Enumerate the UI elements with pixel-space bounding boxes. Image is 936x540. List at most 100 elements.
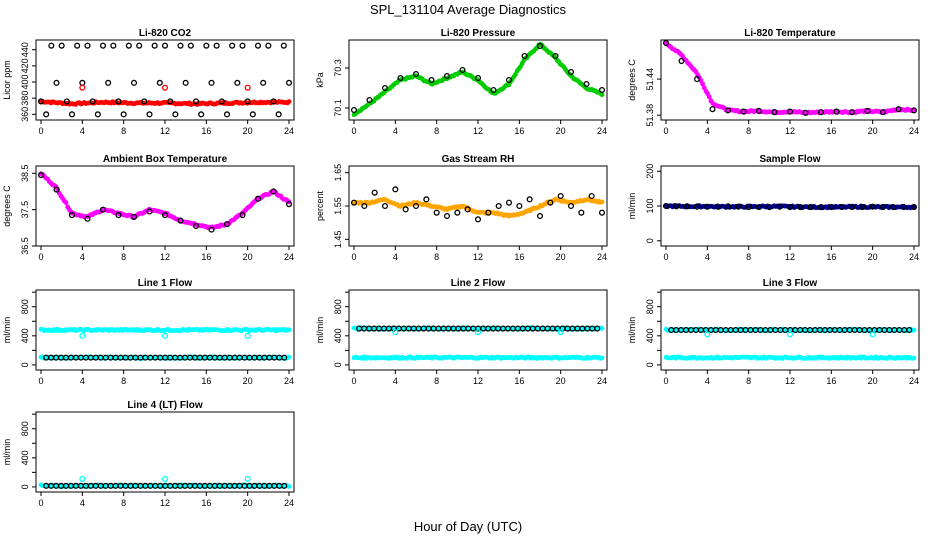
- x-tick-label: 8: [434, 252, 439, 262]
- data-point: [239, 212, 246, 219]
- x-tick-label: 24: [909, 252, 919, 262]
- panel-6: Line 1 Flow ml/min 0 4 8 12 16 20 24 0 400 800: [2, 278, 295, 386]
- data-point: [350, 199, 358, 206]
- data-point: [817, 109, 825, 116]
- y-axis-label: degrees C: [2, 185, 12, 227]
- x-tick-label: 4: [393, 376, 398, 386]
- data-point: [464, 206, 471, 213]
- data-point: [79, 79, 86, 86]
- data-point: [63, 200, 69, 205]
- data-point: [265, 42, 272, 49]
- data-point: [557, 329, 564, 336]
- data-point: [678, 58, 685, 65]
- data-point: [79, 84, 86, 91]
- y-tick-label: 380: [20, 91, 30, 106]
- y-axis-label: ml/min: [627, 193, 637, 220]
- data-point: [270, 98, 277, 105]
- data-point: [208, 226, 215, 233]
- data-point: [443, 212, 451, 220]
- data-point: [786, 203, 794, 211]
- panel-title: Gas Stream RH: [442, 154, 515, 165]
- data-point: [599, 92, 605, 98]
- y-axis-label: kPa: [315, 72, 325, 88]
- x-tick-label: 12: [785, 252, 795, 262]
- panel-3: Ambient Box Temperature degrees C 0 4 8 12 16 2…: [2, 154, 295, 262]
- x-tick-label: 24: [909, 376, 919, 386]
- data-point: [286, 354, 292, 360]
- data-point: [474, 216, 482, 223]
- data-point: [776, 203, 783, 210]
- data-point: [745, 203, 752, 211]
- data-point: [192, 222, 200, 230]
- data-point: [213, 42, 220, 49]
- data-point: [724, 203, 732, 210]
- x-tick-label: 8: [121, 252, 126, 262]
- x-tick-label: 24: [284, 252, 294, 262]
- x-tick-label: 4: [80, 498, 85, 508]
- data-point: [428, 76, 435, 84]
- data-point: [281, 354, 288, 361]
- data-point: [724, 107, 732, 114]
- x-tick-label: 0: [663, 126, 668, 136]
- data-point: [146, 111, 153, 118]
- x-tick-label: 20: [556, 376, 566, 386]
- y-tick-label: 360: [20, 107, 30, 122]
- data-point: [567, 202, 575, 210]
- x-tick-label: 4: [80, 376, 85, 386]
- x-tick-label: 20: [243, 498, 253, 508]
- x-tick-label: 16: [514, 252, 524, 262]
- data-point: [474, 74, 482, 82]
- x-tick-label: 20: [868, 376, 878, 386]
- data-point: [505, 199, 513, 206]
- x-tick-label: 12: [785, 126, 795, 136]
- data-point: [485, 209, 492, 216]
- data-point: [115, 212, 122, 219]
- x-tick-label: 4: [705, 126, 710, 136]
- data-point: [381, 84, 389, 92]
- x-tick-label: 24: [597, 376, 607, 386]
- data-point: [260, 79, 267, 86]
- data-point: [84, 42, 91, 49]
- data-point: [459, 66, 466, 74]
- data-point: [350, 106, 358, 114]
- data-point: [177, 42, 184, 49]
- data-point: [141, 98, 148, 105]
- data-point: [381, 202, 389, 210]
- data-point: [552, 52, 559, 60]
- panel-1: Li-820 Pressure kPa 0 4 8 12 16 20 24 70.1 70.3: [315, 28, 608, 136]
- data-point: [412, 202, 420, 210]
- y-axis-label: degrees C: [627, 59, 637, 101]
- data-point: [234, 79, 241, 86]
- y-axis-label: ml/min: [2, 317, 12, 344]
- data-point: [392, 329, 399, 336]
- x-tick-label: 24: [284, 126, 294, 136]
- data-point: [223, 111, 231, 118]
- data-point: [910, 203, 918, 211]
- x-tick-label: 4: [705, 376, 710, 386]
- data-point: [74, 42, 81, 49]
- data-point: [392, 186, 399, 193]
- data-point: [161, 42, 169, 49]
- data-point: [454, 209, 461, 216]
- data-point: [244, 332, 251, 339]
- y-tick-label: 0: [645, 362, 655, 367]
- data-point: [218, 98, 225, 105]
- data-point: [864, 107, 871, 115]
- data-point: [594, 325, 601, 332]
- data-point: [254, 195, 262, 202]
- data-point: [900, 203, 907, 211]
- x-tick-label: 16: [201, 252, 211, 262]
- x-tick-label: 16: [514, 376, 524, 386]
- y-tick-label: 400: [20, 75, 30, 90]
- data-point: [848, 203, 856, 211]
- data-point: [286, 327, 292, 333]
- x-tick-label: 20: [243, 376, 253, 386]
- data-point: [802, 109, 809, 116]
- x-tick-label: 8: [746, 126, 751, 136]
- data-point: [662, 39, 670, 47]
- y-tick-label: 800: [20, 421, 30, 436]
- y-tick-label: 800: [645, 299, 655, 314]
- panel-2: Li-820 Temperature degrees C 0 4 8 12 16 20 24 51…: [627, 28, 920, 136]
- y-axis-label: ml/min: [2, 439, 12, 466]
